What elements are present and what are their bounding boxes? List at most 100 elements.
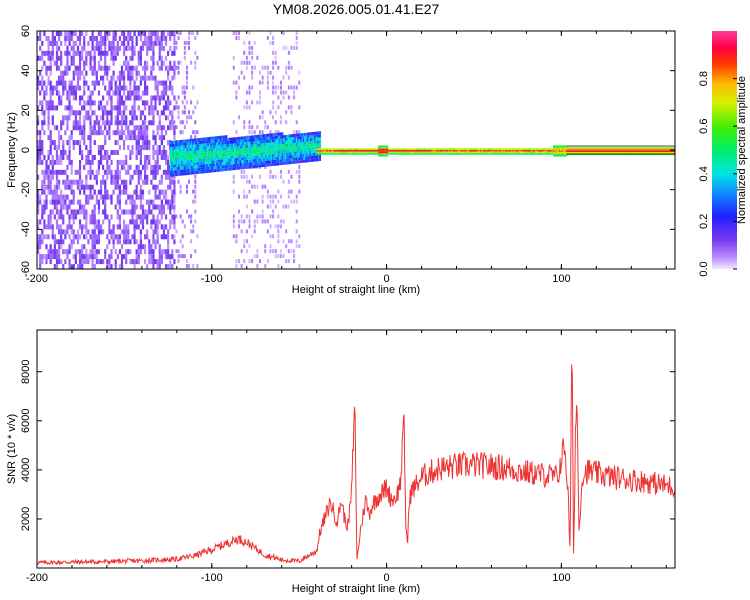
spectrogram-cell (68, 150, 71, 155)
spectrogram-cell (312, 149, 315, 153)
spectrogram-cell (580, 150, 583, 152)
spectrogram-cell (97, 239, 101, 245)
spectrogram-cell (287, 239, 290, 244)
spectrogram-cell (112, 105, 115, 111)
spectrogram-cell (192, 147, 194, 151)
spectrogram-cell (271, 148, 274, 152)
spectrogram-cell (139, 159, 142, 165)
spectrogram-cell (110, 179, 113, 185)
spectrogram-cell (125, 254, 128, 260)
spectrogram-cell (285, 120, 288, 125)
spectrogram-cell (131, 219, 134, 225)
spectrogram-cell (260, 146, 263, 150)
spectrogram-cell (164, 154, 168, 160)
spectrogram-cell (164, 100, 168, 106)
spectrogram-cell (37, 234, 40, 240)
spectrogram-cell (508, 153, 510, 155)
spectrogram-cell (39, 194, 42, 200)
spectrogram-cell (301, 136, 303, 140)
spectrogram-cell (106, 90, 109, 96)
spectrogram-cell (666, 147, 669, 149)
spectrogram-cell (167, 254, 170, 260)
spectrogram-cell (47, 50, 50, 56)
spectrogram-cell (188, 168, 190, 172)
spectrogram-cell (256, 219, 259, 224)
spectrogram-cell (174, 143, 176, 147)
spectrogram-cell (463, 148, 466, 151)
spectrogram-cell (60, 154, 63, 160)
spectrogram-cell (460, 150, 463, 152)
spectrogram-cell (43, 90, 46, 96)
spectrogram-cell (141, 130, 145, 136)
spectrogram-cell (287, 204, 290, 209)
spectrogram-cell (636, 148, 639, 151)
spectrogram-cell (251, 45, 254, 50)
spectrogram-cell (91, 55, 94, 61)
spectrogram-cell (362, 151, 365, 154)
spectrogram-cell (249, 141, 252, 145)
spectrogram-cell (238, 163, 240, 167)
spectrogram-cell (253, 65, 256, 70)
spectrogram-cell (104, 65, 107, 71)
spectrogram-cell (68, 234, 71, 240)
spectrogram-cell (208, 139, 211, 143)
spectrogram-cell (456, 150, 459, 152)
spectrogram-cell (666, 150, 669, 152)
spectrogram-cell (190, 168, 193, 172)
spectrogram-cell (120, 100, 124, 106)
spectrogram-cell (513, 153, 516, 155)
spectrogram-cell (83, 209, 86, 215)
spectrogram-cell (112, 179, 115, 185)
spectrogram-cell (91, 45, 94, 51)
spectrogram-cell (174, 170, 176, 174)
spectrogram-cell (53, 254, 56, 260)
spectrogram-cell (577, 151, 580, 154)
spectrogram-cell (476, 153, 478, 155)
spectrogram-cell (603, 147, 606, 149)
spectrogram-cell (582, 153, 585, 156)
spectrogram-cell (146, 140, 149, 146)
spectrogram-cell (133, 50, 136, 56)
spectrogram-cell (253, 164, 256, 168)
spectrogram-cell (284, 152, 287, 156)
spectrogram-cell (281, 135, 284, 139)
snr-x-tick-label: 100 (552, 572, 570, 584)
spectrogram-cell (85, 100, 88, 106)
spectrogram-cell (146, 164, 149, 170)
spectrogram-cell (49, 174, 52, 180)
spectrogram-cell (290, 152, 292, 156)
spectrogram-cell (181, 254, 184, 259)
spectrogram-cell (467, 150, 470, 152)
spectrogram-cell (172, 173, 175, 177)
spectrogram-cell (37, 174, 40, 180)
spectrogram-cell (617, 147, 620, 149)
spectrogram-cell (150, 105, 153, 111)
spectrogram-cell (104, 60, 107, 66)
spectrogram-cell (279, 120, 282, 125)
spectrogram-cell (312, 137, 315, 141)
spectrogram-cell (566, 151, 569, 154)
spectrogram-cell (72, 70, 75, 76)
spectrogram-cell (156, 239, 159, 245)
spectrogram-cell (258, 80, 261, 85)
spectrogram-cell (122, 105, 126, 111)
spectrogram-cell (420, 148, 422, 151)
spectrogram-cell (167, 229, 170, 235)
spectrogram-cell (274, 132, 277, 136)
spectrogram-cell (259, 164, 261, 168)
spectrogram-cell (143, 115, 147, 121)
spectrogram-cell (257, 149, 260, 153)
spectrogram-cell (285, 134, 288, 138)
spectrogram-cell (662, 150, 665, 152)
spectrogram-cell (432, 150, 435, 152)
spectrogram-cell (160, 40, 163, 46)
spectrogram-cell (183, 224, 186, 229)
spectrogram-cell (171, 146, 173, 150)
spectrogram-cell (62, 150, 65, 155)
spectrogram-cell (200, 146, 203, 150)
spectrogram-cell (179, 120, 182, 125)
spectrogram-cell (66, 35, 69, 41)
spectrogram-cell (70, 105, 73, 111)
spectrogram-cell (253, 161, 256, 165)
spectrogram-cell (379, 148, 382, 151)
